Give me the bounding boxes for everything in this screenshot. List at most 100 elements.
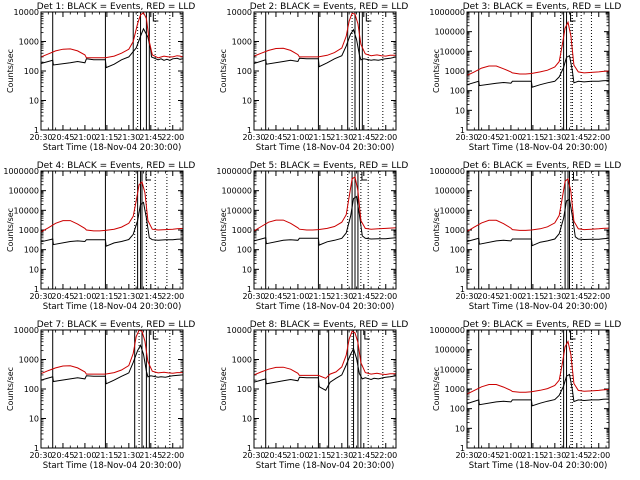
y-tick-label: 10000 <box>440 47 465 56</box>
x-axis-label: Start Time (18-Nov-04 20:30:00) <box>256 302 395 312</box>
x-tick-label: 22:00 <box>374 292 397 301</box>
events-series <box>466 373 610 407</box>
y-tick-label: 1 <box>34 126 39 135</box>
panel-7: Det 7: BLACK = Events, RED = LLD Counts/s… <box>6 320 195 471</box>
x-tick-label: 21:00 <box>73 451 96 460</box>
panel-title: Det 5: BLACK = Events, RED = LLD <box>250 161 409 171</box>
y-tick-label: 1000000 <box>3 167 39 176</box>
events-series <box>253 28 397 68</box>
x-tick-label: 21:30 <box>543 292 566 301</box>
panel-4: Det 4: BLACK = Events, RED = LLD Counts/s… <box>3 161 195 312</box>
interval-bracket <box>570 13 576 22</box>
y-tick-label: 100 <box>450 87 465 96</box>
x-tick-label: 21:45 <box>565 292 588 301</box>
x-tick-label: 21:00 <box>73 133 96 142</box>
x-tick-label: 20:45 <box>477 133 500 142</box>
x-tick-label: 21:15 <box>521 451 544 460</box>
x-tick-label: 21:45 <box>139 451 162 460</box>
panel-6: Det 6: BLACK = Events, RED = LLD Counts/s… <box>429 161 621 312</box>
y-tick-label: 100000 <box>434 346 465 355</box>
y-tick-label: 100 <box>450 246 465 255</box>
x-axis-label: Start Time (18-Nov-04 20:30:00) <box>43 461 182 471</box>
x-tick-label: 21:15 <box>95 451 118 460</box>
panel-title: Det 6: BLACK = Events, RED = LLD <box>463 161 622 171</box>
y-tick-label: 1000 <box>445 226 465 235</box>
lld-series <box>253 12 396 58</box>
x-tick-label: 20:30 <box>242 292 265 301</box>
x-axis-label: Start Time (18-Nov-04 20:30:00) <box>469 302 608 312</box>
panel-3: Det 3: BLACK = Events, RED = LLD Counts/s… <box>429 2 621 153</box>
events-series <box>253 347 397 391</box>
x-tick-label: 22:00 <box>374 133 397 142</box>
y-axis-label: Counts/sec <box>432 208 441 252</box>
panel-5: Det 5: BLACK = Events, RED = LLD Counts/s… <box>216 161 408 312</box>
interval-bracket <box>364 331 370 340</box>
y-tick-label: 100 <box>237 246 252 255</box>
y-axis-label: Counts/sec <box>219 208 228 252</box>
x-tick-label: 21:30 <box>330 451 353 460</box>
interval-bracket <box>570 331 576 340</box>
y-tick-label: 100000 <box>221 187 252 196</box>
lld-series <box>466 340 610 395</box>
x-tick-label: 20:30 <box>242 133 265 142</box>
plot-frame <box>40 170 184 290</box>
x-tick-label: 22:00 <box>161 292 184 301</box>
events-series <box>40 344 184 385</box>
x-tick-label: 21:00 <box>286 292 309 301</box>
panel-title: Det 2: BLACK = Events, RED = LLD <box>250 2 409 12</box>
x-tick-label: 20:45 <box>51 292 74 301</box>
x-tick-label: 21:15 <box>521 292 544 301</box>
x-tick-label: 20:45 <box>51 451 74 460</box>
x-tick-label: 20:30 <box>242 451 265 460</box>
x-tick-label: 21:15 <box>308 451 331 460</box>
x-tick-label: 22:00 <box>161 451 184 460</box>
x-tick-label: 21:15 <box>308 292 331 301</box>
y-tick-label: 100000 <box>434 187 465 196</box>
events-series <box>40 201 184 247</box>
events-series <box>466 54 610 88</box>
plot-frame <box>466 329 610 449</box>
interval-bracket <box>361 172 367 181</box>
x-tick-label: 21:45 <box>565 133 588 142</box>
x-tick-label: 21:45 <box>139 133 162 142</box>
lld-series <box>253 176 397 232</box>
x-tick-label: 20:45 <box>264 133 287 142</box>
y-tick-label: 1000000 <box>429 326 465 335</box>
y-tick-label: 1 <box>247 126 252 135</box>
interval-bracket <box>152 13 159 22</box>
x-axis-label: Start Time (18-Nov-04 20:30:00) <box>256 461 395 471</box>
x-tick-label: 20:45 <box>477 292 500 301</box>
x-tick-label: 20:30 <box>29 133 52 142</box>
plot-frame <box>40 11 184 131</box>
y-tick-label: 100000 <box>8 187 39 196</box>
plot-frame <box>466 11 610 131</box>
x-tick-label: 21:00 <box>499 451 522 460</box>
y-axis-label: Counts/sec <box>219 367 228 411</box>
lld-series <box>466 20 610 76</box>
x-tick-label: 21:00 <box>499 292 522 301</box>
y-tick-label: 10 <box>29 265 39 274</box>
x-axis-label: Start Time (18-Nov-04 20:30:00) <box>469 143 608 153</box>
x-axis-label: Start Time (18-Nov-04 20:30:00) <box>43 143 182 153</box>
x-tick-label: 21:00 <box>73 292 96 301</box>
x-axis-label: Start Time (18-Nov-04 20:30:00) <box>256 143 395 153</box>
x-tick-label: 22:00 <box>374 451 397 460</box>
x-tick-label: 20:45 <box>477 451 500 460</box>
plot-frame <box>466 170 610 290</box>
lld-series <box>40 180 184 233</box>
x-tick-label: 21:00 <box>286 451 309 460</box>
plot-frame <box>253 329 397 449</box>
lld-series <box>253 330 396 379</box>
panel-title: Det 8: BLACK = Events, RED = LLD <box>250 320 409 330</box>
y-tick-label: 100 <box>24 385 39 394</box>
y-tick-label: 1000000 <box>429 8 465 17</box>
y-tick-label: 1000 <box>19 356 39 365</box>
y-tick-label: 10 <box>242 415 252 424</box>
panel-9: Det 9: BLACK = Events, RED = LLD Counts/s… <box>429 320 621 471</box>
y-tick-label: 1000000 <box>216 167 252 176</box>
panel-1: Det 1: BLACK = Events, RED = LLD Counts/s… <box>6 2 195 153</box>
interval-bracket <box>365 13 372 22</box>
x-tick-label: 21:30 <box>330 292 353 301</box>
x-tick-label: 21:30 <box>117 451 140 460</box>
events-series <box>253 195 397 246</box>
